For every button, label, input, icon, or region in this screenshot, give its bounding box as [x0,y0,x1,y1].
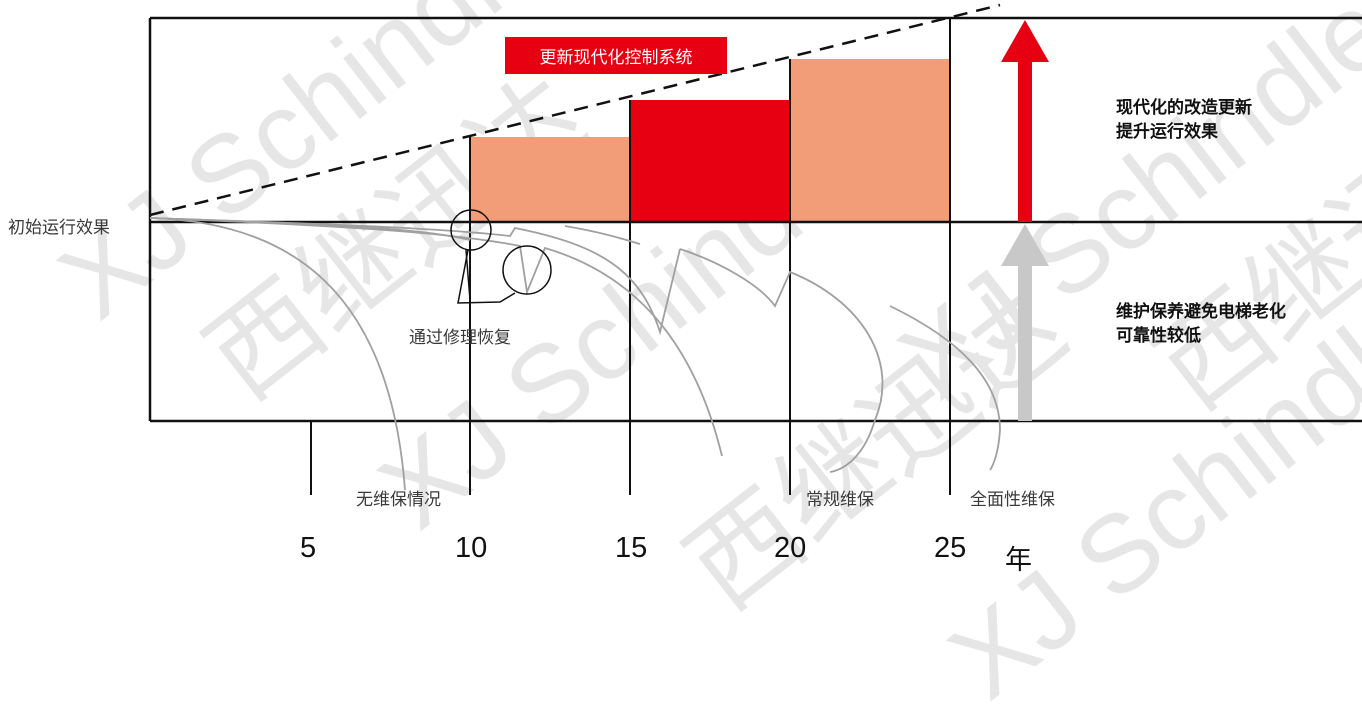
curve-label-regular: 常规维保 [806,490,874,510]
curve-no-maintenance [149,217,406,491]
x-axis-unit: 年 [1005,545,1032,576]
curve-regular [149,217,723,457]
up-arrow-red [1001,20,1049,222]
up-arrow-gray [1001,224,1049,421]
banner-modern-control: 更新现代化控制系统 [505,37,727,74]
maintenance-label-line2: 可靠性较低 [1116,326,1201,346]
x-tick-15: 15 [615,532,648,564]
bar-10-15 [470,137,630,222]
bar-20-25 [790,59,950,222]
repair-circle-2 [502,245,552,295]
curve-full-4 [889,305,1001,471]
diagram-stage: XJ Schindler 西继迅达 XJ Schindler 西继迅达 XJ S… [8,0,1362,722]
curve-full-1 [149,217,681,336]
maintenance-label-line1: 维护保养避免电梯老化 [1116,302,1286,322]
curve-label-none: 无维保情况 [356,490,441,510]
modernization-label-line1: 现代化的改造更新 [1116,98,1252,118]
diagram-svg [148,3,1362,495]
x-tick-10: 10 [455,532,488,564]
trend-dashed-line [149,3,1001,217]
curve-label-full: 全面性维保 [970,490,1055,510]
repair-label: 通过修理恢复 [409,328,511,348]
modernization-label-line2: 提升运行效果 [1116,122,1218,142]
curve-full-3 [679,248,884,473]
repair-pointer [457,249,516,304]
x-tick-5: 5 [300,532,317,564]
initial-effect-label: 初始运行效果 [8,218,110,238]
bar-15-20 [630,100,790,222]
curve-full-2 [564,225,641,245]
repair-circle-1 [450,209,492,251]
x-tick-20: 20 [774,532,807,564]
repair-pointer-2 [465,249,471,301]
x-tick-25: 25 [934,532,967,564]
